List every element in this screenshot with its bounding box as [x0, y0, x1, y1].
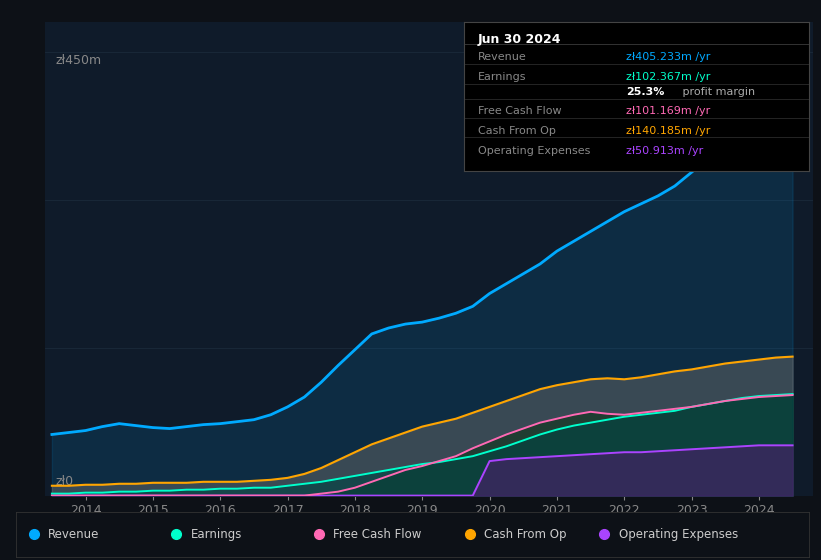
Text: Free Cash Flow: Free Cash Flow: [478, 106, 562, 116]
Text: 25.3%: 25.3%: [626, 87, 664, 97]
Text: Revenue: Revenue: [478, 52, 526, 62]
Text: zł102.367m /yr: zł102.367m /yr: [626, 72, 710, 82]
Text: Revenue: Revenue: [48, 528, 99, 542]
Text: profit margin: profit margin: [680, 87, 755, 97]
Text: Earnings: Earnings: [478, 72, 526, 82]
Text: Cash From Op: Cash From Op: [484, 528, 566, 542]
Text: zł50.913m /yr: zł50.913m /yr: [626, 146, 703, 156]
Text: Operating Expenses: Operating Expenses: [618, 528, 738, 542]
Text: zł0: zł0: [55, 475, 73, 488]
Text: Earnings: Earnings: [190, 528, 242, 542]
Text: zł450m: zł450m: [55, 54, 101, 67]
Text: zł101.169m /yr: zł101.169m /yr: [626, 106, 710, 116]
Text: zł140.185m /yr: zł140.185m /yr: [626, 125, 710, 136]
Text: Jun 30 2024: Jun 30 2024: [478, 33, 562, 46]
Text: zł405.233m /yr: zł405.233m /yr: [626, 52, 710, 62]
Text: Free Cash Flow: Free Cash Flow: [333, 528, 422, 542]
Text: Operating Expenses: Operating Expenses: [478, 146, 590, 156]
Text: Cash From Op: Cash From Op: [478, 125, 556, 136]
